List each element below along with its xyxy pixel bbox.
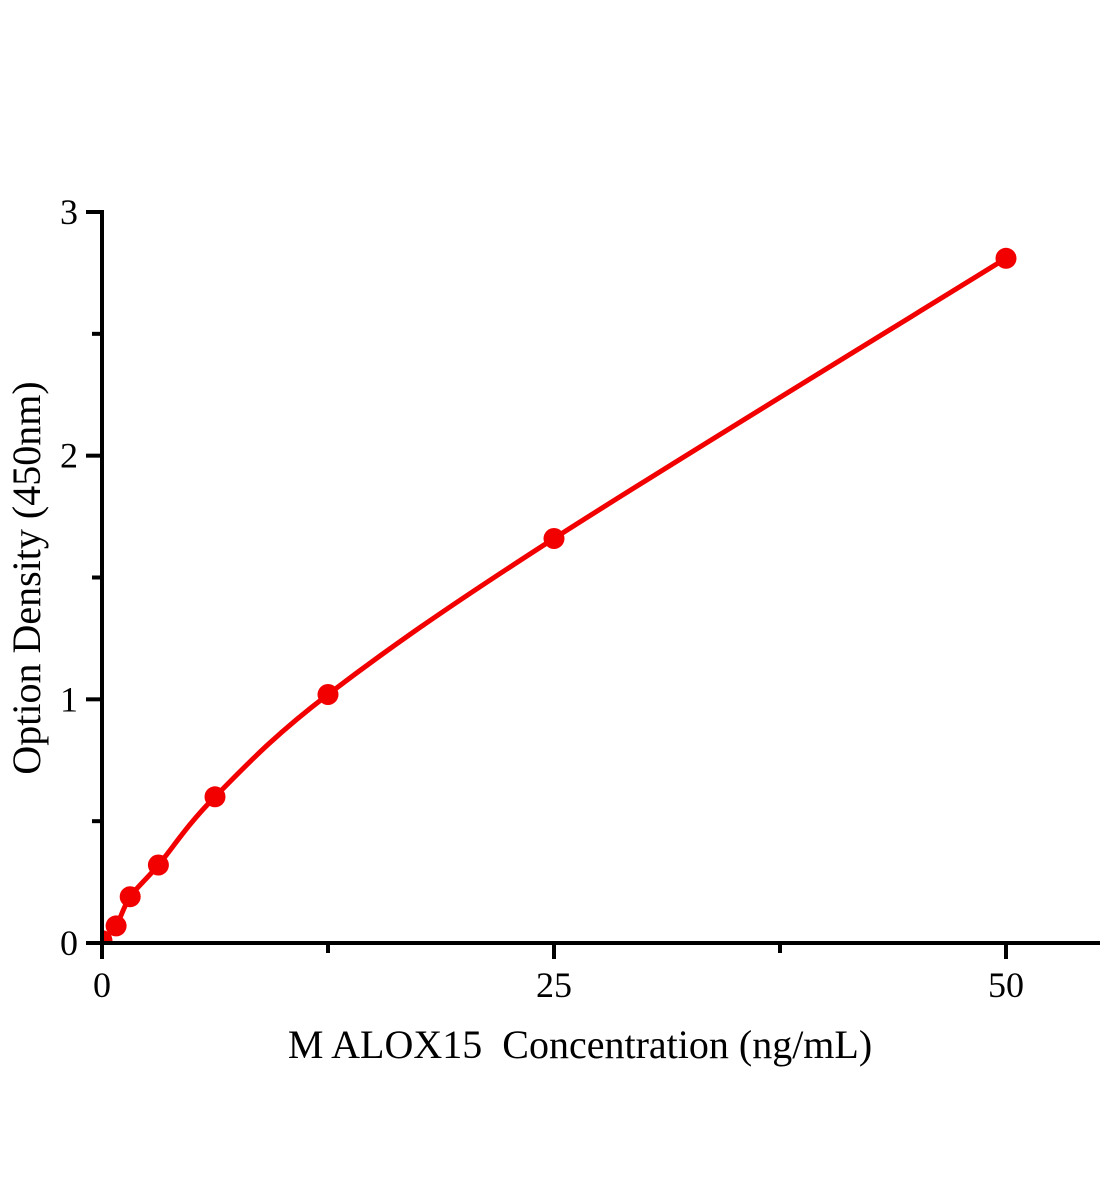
standard-curve-path [102, 255, 1009, 943]
data-point-marker [105, 915, 127, 937]
y-tick-label: 2 [60, 436, 78, 476]
x-axis-title: M ALOX15 Concentration (ng/mL) [288, 1022, 872, 1067]
y-axis-title: Option Density (450nm) [4, 381, 49, 774]
y-tick-label: 1 [60, 679, 78, 719]
data-point-marker [317, 684, 339, 705]
y-tick-label: 3 [60, 192, 78, 232]
data-point-marker [102, 930, 113, 943]
y-tick-label: 0 [60, 923, 78, 963]
x-tick-label: 50 [988, 965, 1024, 1005]
data-point-marker [543, 528, 565, 549]
data-point-marker [995, 247, 1017, 269]
axes-layer: 0 25 50 0 1 2 3 [60, 192, 1100, 1005]
data-point-marker [119, 886, 141, 908]
curve-layer [102, 247, 1017, 943]
data-point-marker [147, 854, 169, 876]
data-point-marker [204, 786, 226, 808]
x-tick-label: 25 [536, 965, 572, 1005]
x-tick-label: 0 [93, 965, 111, 1005]
